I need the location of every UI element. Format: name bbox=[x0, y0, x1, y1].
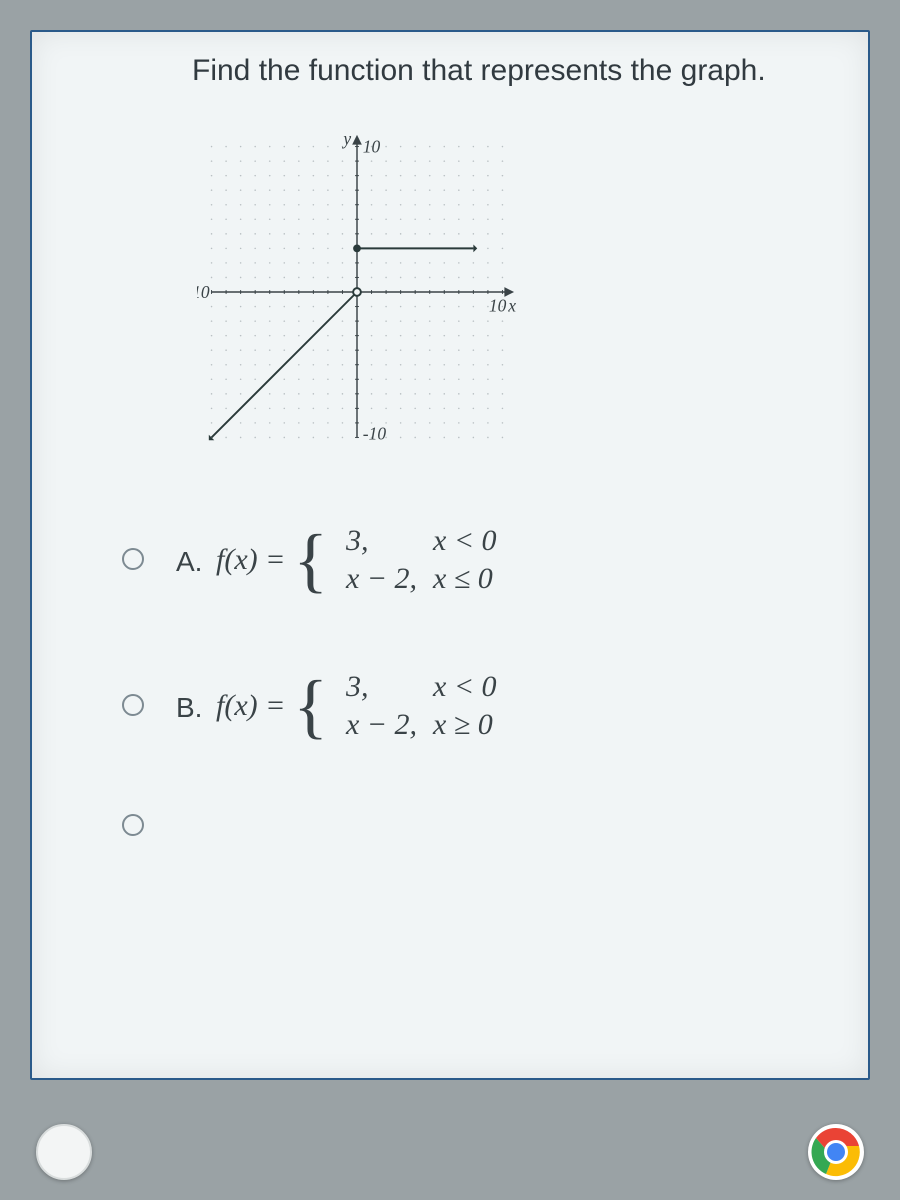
brace-icon: { bbox=[293, 530, 328, 590]
cases-a: 3, x < 0 x − 2, x ≤ 0 bbox=[338, 522, 505, 598]
svg-text:y: y bbox=[341, 132, 351, 149]
lhs-b: f(x) = bbox=[216, 689, 285, 723]
svg-text:10: 10 bbox=[363, 136, 381, 156]
piecewise-graph: -1010x10y-10 bbox=[197, 132, 517, 452]
cases-b: 3, x < 0 x − 2, x ≥ 0 bbox=[338, 668, 505, 744]
case-a-2-left: x − 2, bbox=[338, 560, 425, 598]
options-list: A. f(x) = { 3, x < 0 x − 2, x ≤ 0 B. bbox=[122, 522, 808, 836]
lhs-a: f(x) = bbox=[216, 543, 285, 577]
svg-text:-10: -10 bbox=[197, 282, 210, 302]
option-b[interactable]: B. f(x) = { 3, x < 0 x − 2, x ≥ 0 bbox=[122, 668, 808, 744]
question-text: Find the function that represents the gr… bbox=[192, 54, 766, 88]
option-c-partial[interactable] bbox=[122, 814, 808, 836]
option-a[interactable]: A. f(x) = { 3, x < 0 x − 2, x ≤ 0 bbox=[122, 522, 808, 598]
case-a-1-left: 3, bbox=[338, 522, 425, 560]
case-b-2-left: x − 2, bbox=[338, 706, 425, 744]
chrome-svg bbox=[808, 1124, 864, 1180]
radio-a[interactable] bbox=[122, 548, 144, 570]
formula-b: f(x) = { 3, x < 0 x − 2, x ≥ 0 bbox=[216, 668, 505, 744]
case-b-1-right: x < 0 bbox=[425, 668, 505, 706]
question-panel: Find the function that represents the gr… bbox=[30, 30, 870, 1080]
radio-b[interactable] bbox=[122, 694, 144, 716]
option-label-a: A. bbox=[176, 546, 216, 578]
svg-text:x: x bbox=[507, 295, 516, 315]
case-a-1-right: x < 0 bbox=[425, 522, 505, 560]
case-b-1-left: 3, bbox=[338, 668, 425, 706]
taskbar-button-left[interactable] bbox=[36, 1124, 92, 1180]
case-b-2-right: x ≥ 0 bbox=[425, 706, 505, 744]
svg-text:10: 10 bbox=[489, 295, 507, 315]
chrome-icon[interactable] bbox=[808, 1124, 864, 1180]
formula-a: f(x) = { 3, x < 0 x − 2, x ≤ 0 bbox=[216, 522, 505, 598]
option-label-b: B. bbox=[176, 692, 216, 724]
radio-c[interactable] bbox=[122, 814, 144, 836]
graph-container: -1010x10y-10 bbox=[197, 132, 517, 452]
taskbar bbox=[30, 1118, 870, 1188]
brace-icon: { bbox=[293, 676, 328, 736]
svg-text:-10: -10 bbox=[363, 423, 387, 443]
case-a-2-right: x ≤ 0 bbox=[425, 560, 505, 598]
